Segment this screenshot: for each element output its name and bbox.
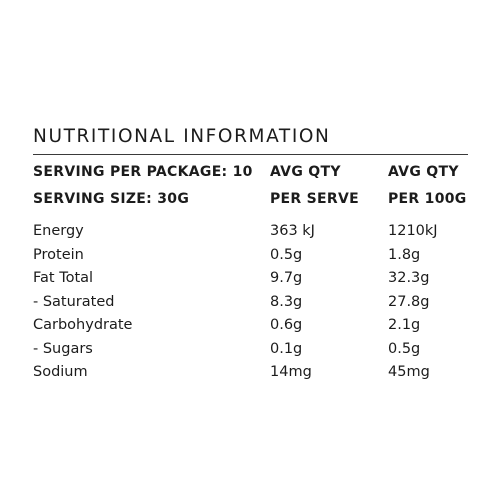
per-serve-header-line1: AVG QTY [270, 164, 341, 180]
nutrient-row-fat-total: Fat Total 9.7g 32.3g [33, 267, 473, 291]
per-serve-value: 0.6g [270, 317, 303, 333]
nutrient-label: Protein [33, 246, 84, 263]
per-100g-value: 0.5g [388, 340, 421, 357]
serving-size-label: SERVING SIZE: 30G [33, 190, 190, 207]
header-row-1: SERVING PER PACKAGE: 10 AVG QTY AVG QTY [33, 161, 473, 185]
per-100g-value: 1210kJ [388, 223, 438, 239]
nutrient-row-carbohydrate: Carbohydrate 0.6g 2.1g [33, 314, 473, 338]
nutrient-row-sugars: - Sugars 0.1g 0.5g [33, 338, 473, 362]
panel-title: NUTRITIONAL INFORMATION [33, 126, 331, 147]
per-serve-value: 9.7g [270, 270, 303, 286]
per-100g-value: 45mg [388, 364, 430, 380]
per-serve-value: 14mg [270, 364, 312, 380]
per-serve-value: 0.5g [270, 246, 303, 263]
nutrient-row-energy: Energy 363 kJ 1210kJ [33, 220, 473, 244]
nutrient-label: Sodium [33, 364, 88, 380]
nutrient-row-sodium: Sodium 14mg 45mg [33, 361, 473, 385]
per-100g-value: 27.8g [388, 293, 430, 310]
serving-per-package-label: SERVING PER PACKAGE: 10 [33, 164, 253, 180]
per-100g-value: 1.8g [388, 246, 421, 263]
per-serve-value: 8.3g [270, 293, 303, 310]
per-100g-header-line2: PER 100G [388, 190, 467, 207]
title-divider [33, 154, 468, 155]
nutrient-label: - Sugars [33, 340, 93, 357]
nutrient-label: Carbohydrate [33, 317, 133, 333]
nutrient-label: Energy [33, 223, 84, 239]
nutrient-row-saturated: - Saturated 8.3g 27.8g [33, 291, 473, 315]
nutrient-row-protein: Protein 0.5g 1.8g [33, 244, 473, 268]
per-serve-value: 0.1g [270, 340, 303, 357]
nutrition-panel: NUTRITIONAL INFORMATION SERVING PER PACK… [33, 124, 473, 385]
nutrient-label: Fat Total [33, 270, 94, 286]
per-100g-header-line1: AVG QTY [388, 164, 459, 180]
per-100g-value: 32.3g [388, 270, 430, 286]
per-serve-header-line2: PER SERVE [270, 190, 360, 207]
nutrient-label: - Saturated [33, 293, 115, 310]
per-serve-value: 363 kJ [270, 223, 315, 239]
per-100g-value: 2.1g [388, 317, 421, 333]
header-row-2: SERVING SIZE: 30G PER SERVE PER 100G [33, 188, 473, 212]
